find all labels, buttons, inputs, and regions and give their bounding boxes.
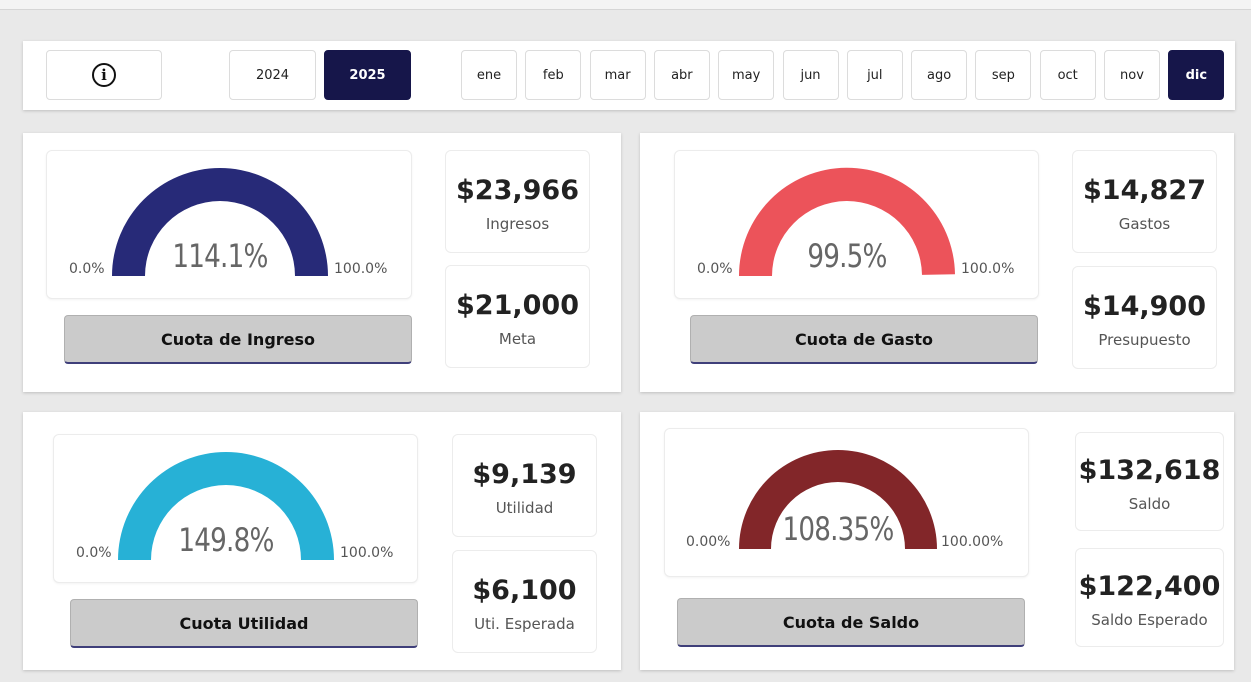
ingreso-gauge-value: 114.1%: [172, 237, 268, 275]
meta-value: $21,000: [456, 290, 579, 321]
cuota-gasto-button[interactable]: Cuota de Gasto: [690, 315, 1038, 364]
cuota-saldo-button[interactable]: Cuota de Saldo: [677, 598, 1025, 647]
ingresos-label: Ingresos: [485, 215, 550, 233]
gasto-gauge-max: 100.0%: [961, 261, 1015, 277]
gasto-gauge-arc: [738, 167, 955, 276]
cuota-utilidad-button[interactable]: Cuota Utilidad: [70, 599, 418, 648]
gastos-value: $14,827: [1083, 175, 1206, 206]
gastos-kpi-card: $14,827 Gastos: [1072, 150, 1217, 253]
gasto-gauge-value: 99.5%: [807, 237, 887, 275]
year-button-2024[interactable]: 2024: [229, 50, 316, 100]
uti-esperada-label: Uti. Esperada: [474, 615, 575, 633]
presupuesto-label: Presupuesto: [1098, 331, 1191, 349]
utilidad-gauge-card: 149.8% 0.0% 100.0%: [53, 434, 418, 583]
saldo-gauge-max: 100.00%: [941, 534, 1004, 550]
ingreso-gauge-card: 114.1% 0.0% 100.0%: [46, 150, 412, 299]
gasto-gauge-min: 0.0%: [697, 261, 733, 277]
uti-esperada-value: $6,100: [472, 575, 577, 606]
month-button-jun[interactable]: jun: [782, 50, 839, 100]
month-button-abr[interactable]: abr: [653, 50, 710, 100]
meta-kpi-card: $21,000 Meta: [445, 265, 590, 368]
month-button-mar[interactable]: mar: [589, 50, 646, 100]
saldo-label: Saldo: [1128, 495, 1171, 513]
year-button-2025[interactable]: 2025: [324, 50, 411, 100]
gasto-gauge: [738, 167, 955, 276]
utilidad-value: $9,139: [472, 459, 577, 490]
month-button-oct[interactable]: oct: [1039, 50, 1096, 100]
info-icon: i: [92, 63, 116, 87]
filter-bar: i 2024 2025 ene feb mar abr may jun jul ago sep oc…: [23, 41, 1235, 110]
month-button-sep[interactable]: sep: [975, 50, 1032, 100]
utilidad-gauge-arc: [118, 452, 334, 560]
gasto-panel: 99.5% 0.0% 100.0% Cuota de Gasto $14,827…: [640, 133, 1234, 392]
saldo-gauge: [739, 450, 937, 549]
ingreso-panel: 114.1% 0.0% 100.0% Cuota de Ingreso $23,…: [23, 133, 621, 392]
month-button-nov[interactable]: nov: [1104, 50, 1160, 100]
ingreso-gauge-max: 100.0%: [334, 261, 388, 277]
gastos-label: Gastos: [1118, 215, 1171, 233]
ingreso-gauge: [112, 168, 328, 276]
saldo-gauge-value: 108.35%: [782, 510, 894, 548]
utilidad-gauge: [118, 452, 334, 560]
utilidad-label: Utilidad: [495, 499, 554, 517]
ingreso-gauge-min: 0.0%: [69, 261, 105, 277]
saldo-esperado-value: $122,400: [1078, 571, 1221, 602]
meta-label: Meta: [498, 330, 537, 348]
cuota-ingreso-button[interactable]: Cuota de Ingreso: [64, 315, 412, 364]
saldo-panel: 108.35% 0.00% 100.00% Cuota de Saldo $13…: [640, 412, 1234, 670]
saldo-kpi-card: $132,618 Saldo: [1075, 432, 1224, 531]
saldo-esperado-kpi-card: $122,400 Saldo Esperado: [1075, 548, 1224, 647]
ingresos-kpi-card: $23,966 Ingresos: [445, 150, 590, 253]
presupuesto-kpi-card: $14,900 Presupuesto: [1072, 266, 1217, 369]
uti-esperada-kpi-card: $6,100 Uti. Esperada: [452, 550, 597, 653]
utilidad-gauge-value: 149.8%: [178, 521, 274, 559]
month-button-dic[interactable]: dic: [1168, 50, 1225, 100]
utilidad-gauge-max: 100.0%: [340, 545, 394, 561]
saldo-esperado-label: Saldo Esperado: [1091, 611, 1208, 629]
month-button-ene[interactable]: ene: [461, 50, 517, 100]
utilidad-gauge-min: 0.0%: [76, 545, 112, 561]
month-button-ago[interactable]: ago: [911, 50, 968, 100]
gasto-gauge-card: 99.5% 0.0% 100.0%: [674, 150, 1039, 299]
info-button[interactable]: i: [46, 50, 162, 100]
month-button-jul[interactable]: jul: [846, 50, 903, 100]
saldo-gauge-min: 0.00%: [686, 534, 731, 550]
ingreso-gauge-arc: [112, 168, 328, 276]
saldo-value: $132,618: [1078, 455, 1221, 486]
month-button-feb[interactable]: feb: [525, 50, 582, 100]
ingresos-value: $23,966: [456, 175, 579, 206]
month-button-may[interactable]: may: [718, 50, 775, 100]
saldo-gauge-arc: [739, 450, 937, 549]
top-strip: [0, 0, 1251, 10]
saldo-gauge-card: 108.35% 0.00% 100.00%: [664, 428, 1029, 577]
utilidad-kpi-card: $9,139 Utilidad: [452, 434, 597, 537]
utilidad-panel: 149.8% 0.0% 100.0% Cuota Utilidad $9,139…: [23, 412, 621, 670]
presupuesto-value: $14,900: [1083, 291, 1206, 322]
